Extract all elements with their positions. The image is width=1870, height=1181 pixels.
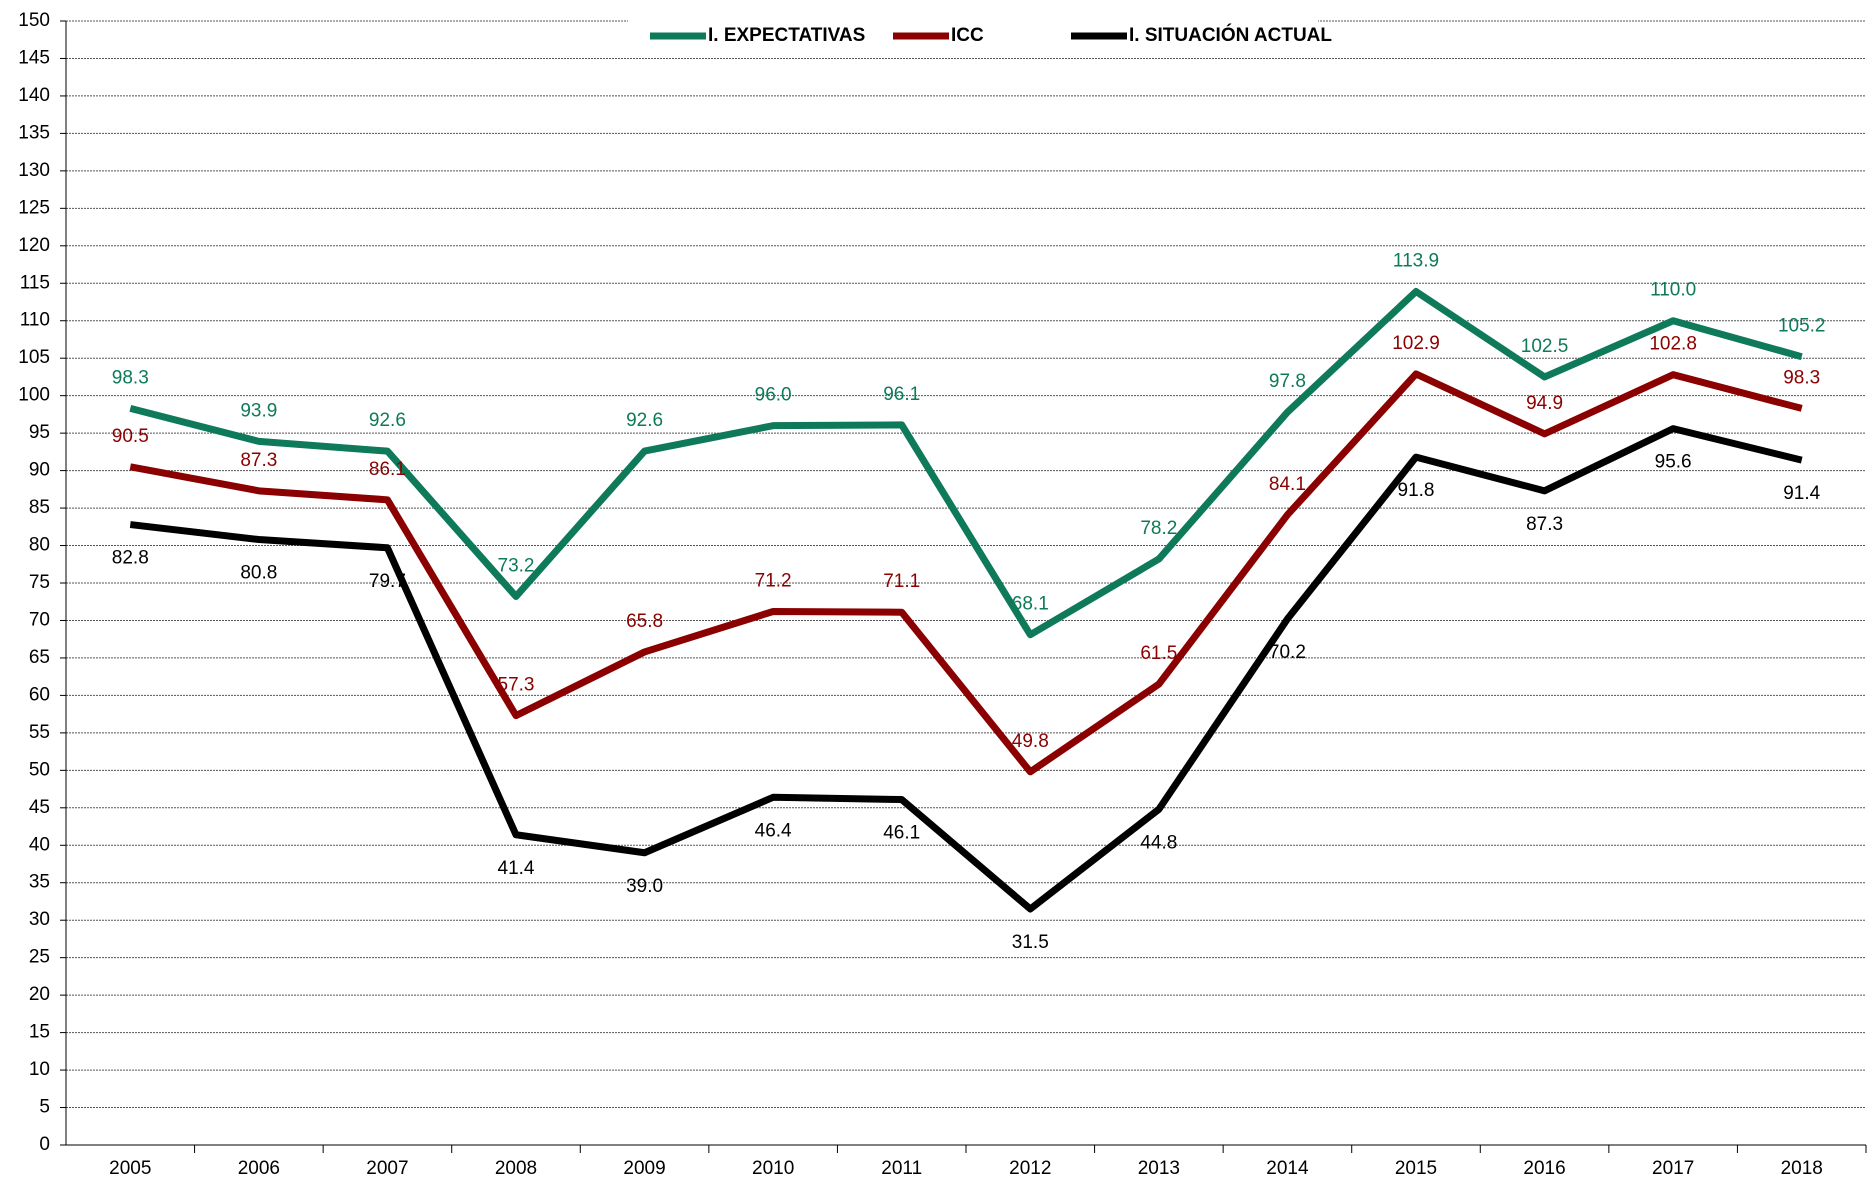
series-line <box>129 425 1803 913</box>
series-line <box>129 370 1803 776</box>
legend: I. EXPECTATIVAS ICC I. SITUACIÓN ACTUAL <box>628 14 1332 58</box>
legend-label: I. SITUACIÓN ACTUAL <box>1129 24 1332 46</box>
data-label: 102.5 <box>1521 336 1569 357</box>
y-tick-label: 80 <box>29 535 50 556</box>
data-label: 95.6 <box>1655 452 1692 473</box>
y-tick-label: 85 <box>29 497 50 518</box>
data-label: 102.8 <box>1649 334 1697 355</box>
data-label: 41.4 <box>498 858 535 879</box>
x-tick-label: 2006 <box>238 1158 280 1179</box>
y-tick-label: 65 <box>29 647 50 668</box>
y-tick-label: 130 <box>18 160 50 181</box>
data-label: 39.0 <box>626 876 663 897</box>
y-tick-label: 140 <box>18 85 50 106</box>
x-tick-label: 2013 <box>1138 1158 1180 1179</box>
data-label: 80.8 <box>240 563 277 584</box>
data-label: 46.4 <box>755 820 792 841</box>
y-tick-label: 45 <box>29 797 50 818</box>
legend-box <box>628 14 1318 58</box>
y-tick-label: 5 <box>39 1097 50 1118</box>
legend-label: ICC <box>951 25 984 46</box>
y-tick-label: 25 <box>29 947 50 968</box>
data-label: 93.9 <box>240 400 277 421</box>
x-tick-label: 2014 <box>1266 1158 1309 1179</box>
data-label: 79.7 <box>369 571 406 592</box>
data-label: 98.3 <box>112 367 149 388</box>
x-tick-label: 2005 <box>109 1158 151 1179</box>
data-label: 96.1 <box>883 384 920 405</box>
y-tick-label: 40 <box>29 834 50 855</box>
y-tick-label: 120 <box>18 235 50 256</box>
y-tick-label: 135 <box>18 122 50 143</box>
data-label: 92.6 <box>369 410 406 431</box>
y-tick-label: 115 <box>20 272 50 293</box>
data-label: 105.2 <box>1778 316 1826 337</box>
data-label: 78.2 <box>1140 518 1177 539</box>
y-tick-label: 90 <box>29 460 50 481</box>
y-tick-label: 105 <box>18 347 50 368</box>
data-label: 91.8 <box>1398 480 1435 501</box>
y-tick-label: 75 <box>29 572 50 593</box>
data-label: 87.3 <box>240 450 277 471</box>
y-tick-label: 55 <box>29 722 50 743</box>
data-label: 91.4 <box>1783 483 1820 504</box>
y-tick-label: 95 <box>29 422 50 443</box>
x-tick-label: 2009 <box>623 1158 665 1179</box>
legend-label: I. EXPECTATIVAS <box>708 25 865 46</box>
data-label: 90.5 <box>112 426 149 447</box>
data-label: 82.8 <box>112 548 149 569</box>
data-label: 110.0 <box>1650 280 1696 301</box>
data-label: 113.9 <box>1393 251 1439 272</box>
y-tick-label: 100 <box>18 385 50 406</box>
x-tick-label: 2015 <box>1395 1158 1437 1179</box>
y-tick-label: 60 <box>29 684 50 705</box>
data-label: 31.5 <box>1012 932 1049 953</box>
y-tick-label: 50 <box>29 759 50 780</box>
y-tick-label: 30 <box>29 909 50 930</box>
data-label: 61.5 <box>1140 643 1177 664</box>
data-label: 98.3 <box>1783 367 1820 388</box>
data-label: 70.2 <box>1269 642 1306 663</box>
y-tick-label: 70 <box>29 609 50 630</box>
data-label: 102.9 <box>1392 333 1440 354</box>
data-label: 49.8 <box>1012 731 1049 752</box>
x-tick-label: 2008 <box>495 1158 537 1179</box>
data-label: 68.1 <box>1012 594 1049 615</box>
x-tick-label: 2007 <box>366 1158 408 1179</box>
y-tick-label: 110 <box>20 310 50 331</box>
y-tick-label: 35 <box>29 872 50 893</box>
y-tick-label: 15 <box>29 1022 50 1043</box>
data-label: 84.1 <box>1269 474 1306 495</box>
data-label: 65.8 <box>626 611 663 632</box>
y-tick-label: 145 <box>18 47 50 68</box>
data-label: 96.0 <box>755 385 792 406</box>
y-tick-label: 10 <box>29 1059 50 1080</box>
x-tick-label: 2018 <box>1781 1158 1823 1179</box>
data-label: 73.2 <box>498 556 535 577</box>
y-tick-label: 150 <box>18 10 50 31</box>
y-tick-label: 125 <box>18 197 50 218</box>
x-tick-label: 2011 <box>881 1158 922 1179</box>
x-tick-label: 2017 <box>1652 1158 1694 1179</box>
series-line <box>129 288 1803 639</box>
data-label: 44.8 <box>1140 832 1177 853</box>
x-tick-label: 2010 <box>752 1158 794 1179</box>
y-tick-label: 20 <box>29 984 50 1005</box>
data-label: 57.3 <box>498 675 535 696</box>
y-tick-label: 0 <box>39 1134 50 1155</box>
x-tick-label: 2016 <box>1523 1158 1565 1179</box>
data-label: 97.8 <box>1269 371 1306 392</box>
data-label: 92.6 <box>626 410 663 431</box>
data-label: 46.1 <box>883 823 920 844</box>
data-label: 87.3 <box>1526 514 1563 535</box>
data-label: 94.9 <box>1526 393 1563 414</box>
data-label: 86.1 <box>369 459 406 480</box>
data-label: 71.2 <box>755 570 792 591</box>
data-label: 71.1 <box>883 571 920 592</box>
x-tick-label: 2012 <box>1009 1158 1051 1179</box>
